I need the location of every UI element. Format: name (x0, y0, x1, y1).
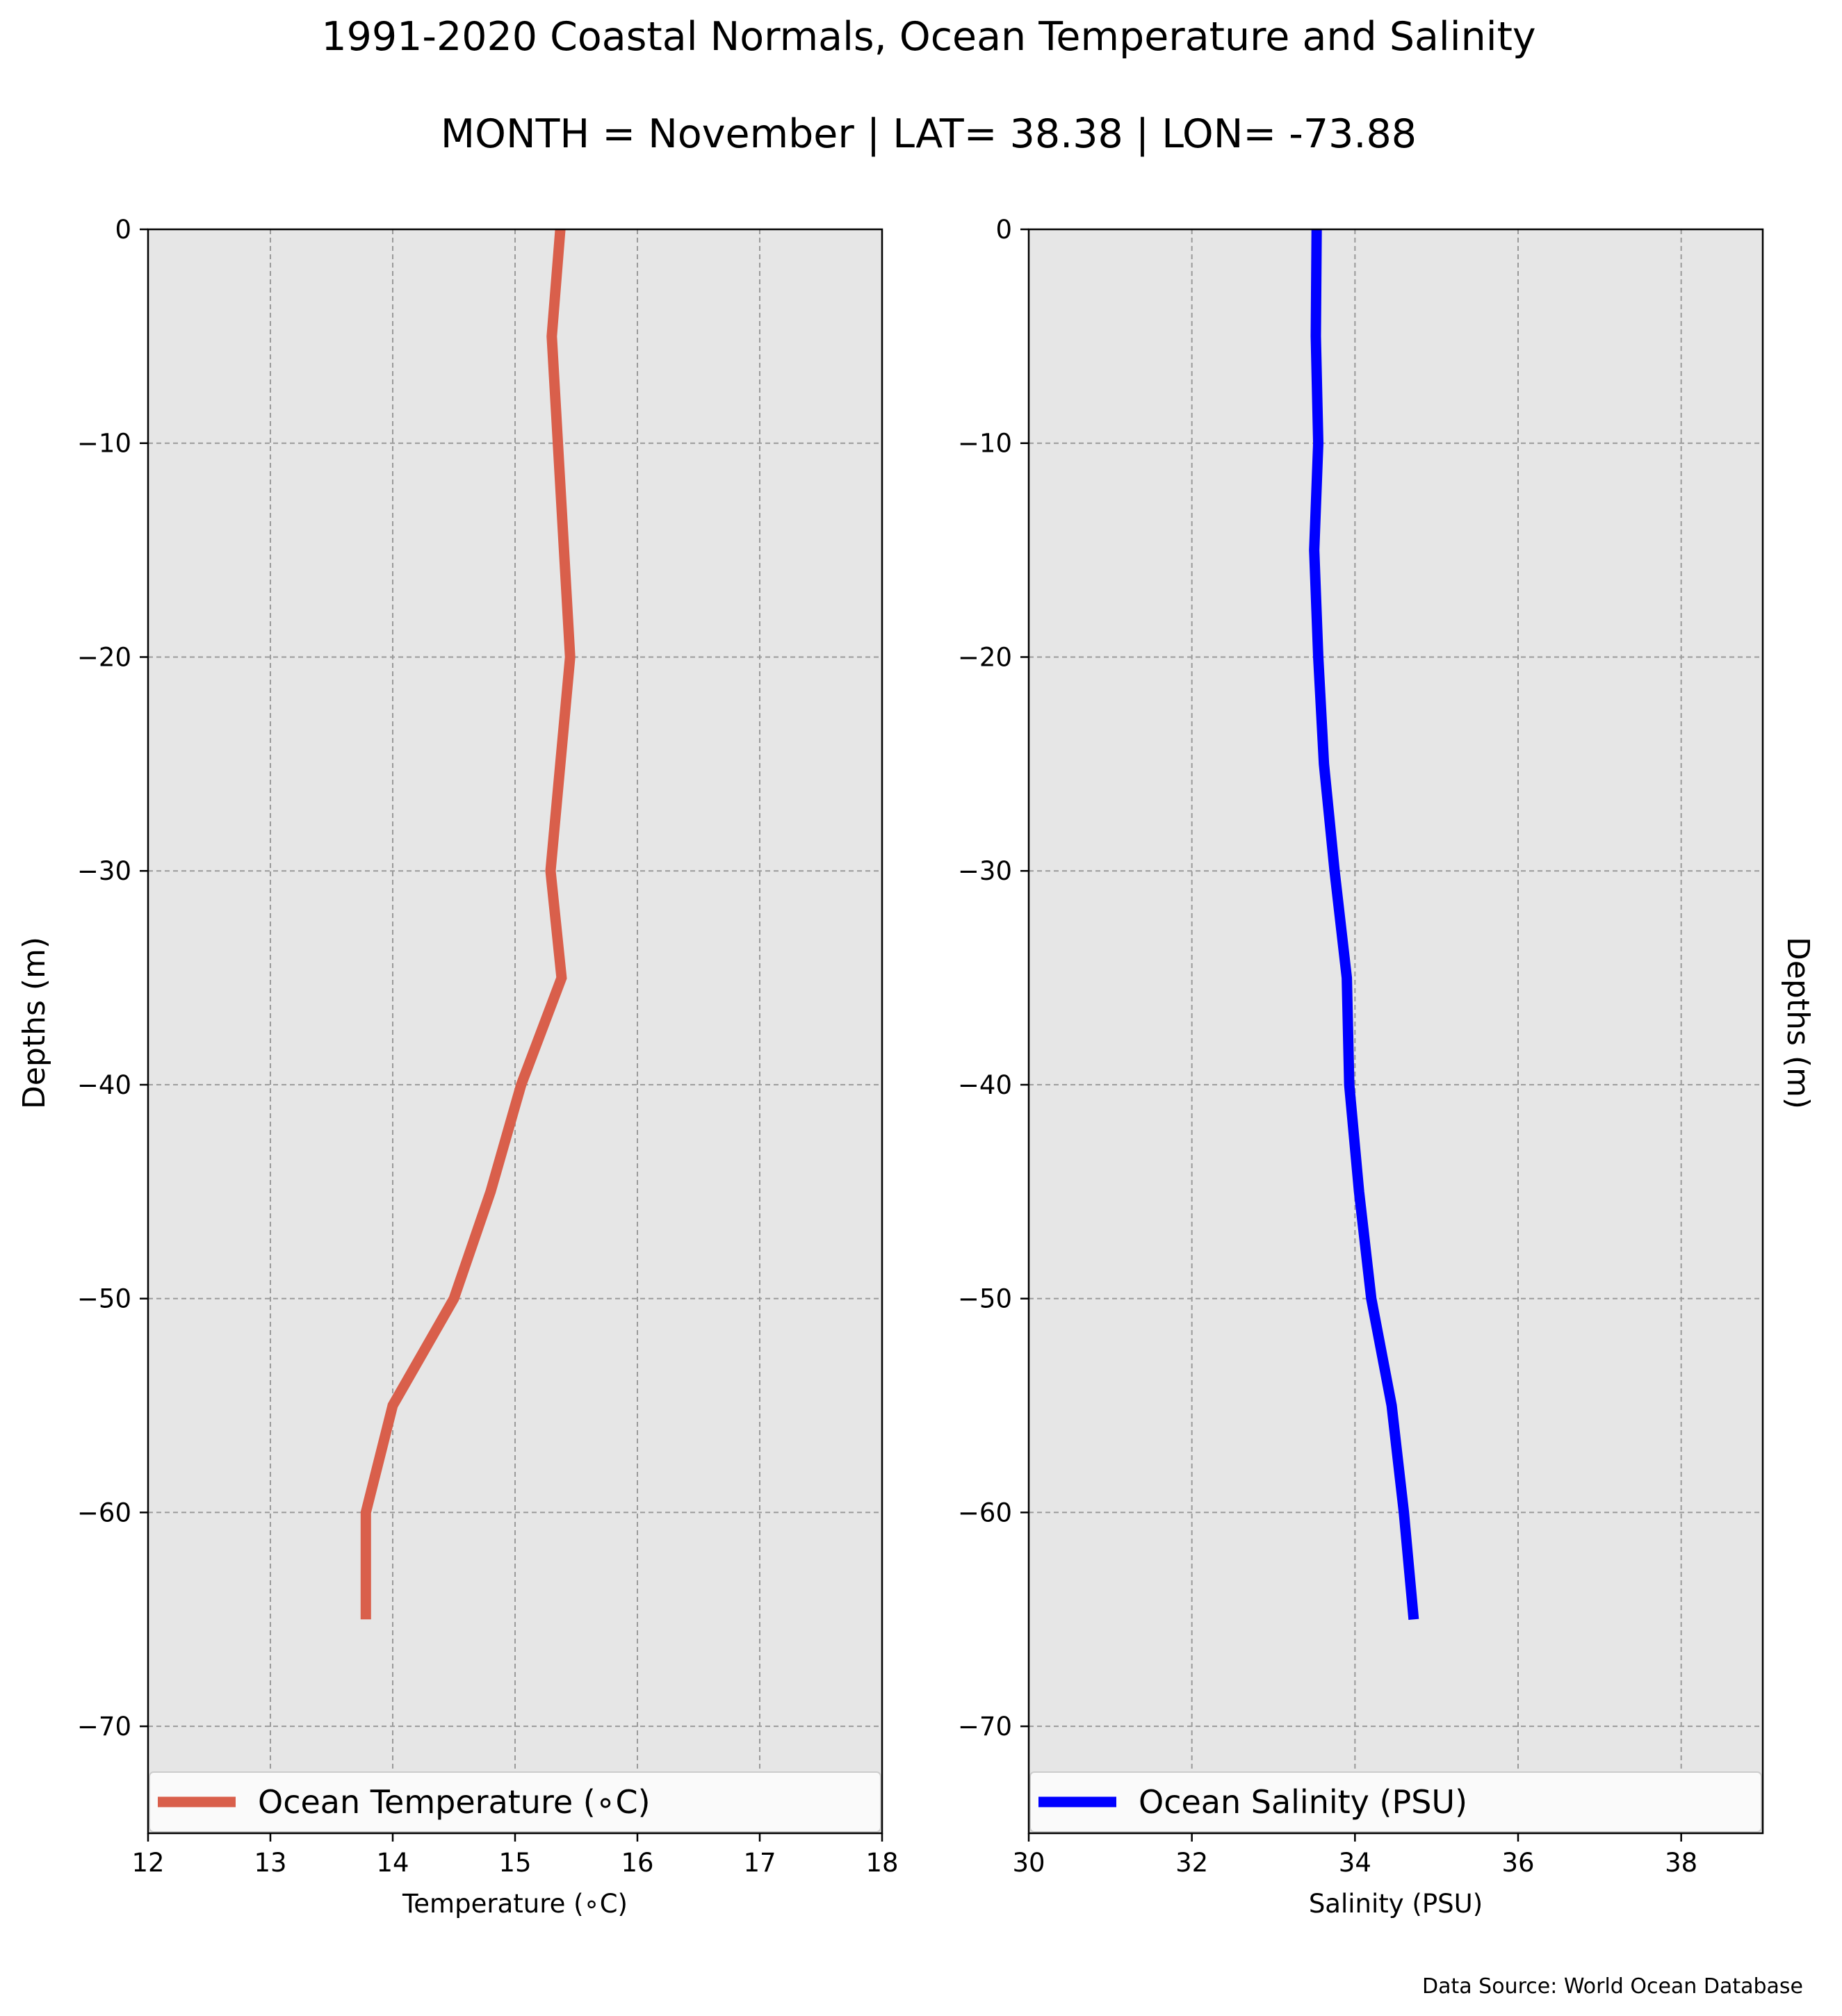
temperature-legend-box (149, 1771, 881, 1833)
salinity-legend-label: Ocean Salinity (PSU) (1139, 1783, 1467, 1821)
y-tick-label: −30 (958, 856, 1012, 886)
y-tick-label: −60 (958, 1498, 1012, 1527)
y-tick-label: −50 (958, 1284, 1012, 1314)
y-tick-label: −70 (958, 1712, 1012, 1742)
x-tick-label: 12 (131, 1848, 164, 1878)
salinity-x-axis-label: Salinity (PSU) (1309, 1889, 1483, 1919)
temperature-panel: Ocean Temperature (∘C) 12 13 14 15 16 17 18 0 −10… (77, 215, 899, 1919)
y-tick-label: 0 (995, 215, 1012, 245)
right-y-axis-label: Depths (m) (1780, 937, 1816, 1109)
temperature-series-line (360, 229, 576, 1620)
temperature-legend-label: Ocean Temperature (∘C) (258, 1783, 651, 1821)
y-tick-label: −50 (77, 1284, 131, 1314)
left-y-axis-label: Depths (m) (17, 937, 52, 1109)
data-source-note: Data Source: World Ocean Database (1422, 1974, 1803, 1999)
x-tick-label: 34 (1339, 1848, 1371, 1878)
y-tick-label: −20 (77, 642, 131, 672)
x-tick-label: 38 (1665, 1848, 1697, 1878)
x-tick-label: 16 (621, 1848, 653, 1878)
y-tick-label: −40 (77, 1070, 131, 1100)
chart-subtitle: MONTH = November | LAT= 38.38 | LON= -73… (441, 111, 1417, 157)
salinity-series-line (1309, 229, 1419, 1620)
x-tick-label: 13 (254, 1848, 286, 1878)
y-tick-label: −70 (77, 1712, 131, 1742)
y-tick-label: −20 (958, 642, 1012, 672)
y-tick-label: −60 (77, 1498, 131, 1527)
temperature-x-axis-label: Temperature (∘C) (402, 1889, 628, 1919)
chart-title: 1991-2020 Coastal Normals, Ocean Tempera… (321, 14, 1535, 60)
salinity-plot-area (1029, 229, 1763, 1833)
x-tick-label: 15 (498, 1848, 531, 1878)
y-tick-label: −30 (77, 856, 131, 886)
y-tick-label: −10 (958, 429, 1012, 459)
x-tick-label: 18 (865, 1848, 898, 1878)
salinity-axes-frame (1027, 228, 1764, 1835)
x-tick-label: 30 (1012, 1848, 1045, 1878)
x-tick-label: 32 (1175, 1848, 1208, 1878)
x-tick-label: 14 (376, 1848, 409, 1878)
y-tick-label: −40 (958, 1070, 1012, 1100)
salinity-panel: Ocean Salinity (PSU) 30 32 34 36 38 0 −10 −20 −30… (958, 215, 1764, 1919)
y-tick-label: −10 (77, 429, 131, 459)
y-tick-label: 0 (115, 215, 131, 245)
x-tick-label: 36 (1501, 1848, 1534, 1878)
x-tick-label: 17 (743, 1848, 776, 1878)
salinity-legend-box (1029, 1771, 1762, 1833)
